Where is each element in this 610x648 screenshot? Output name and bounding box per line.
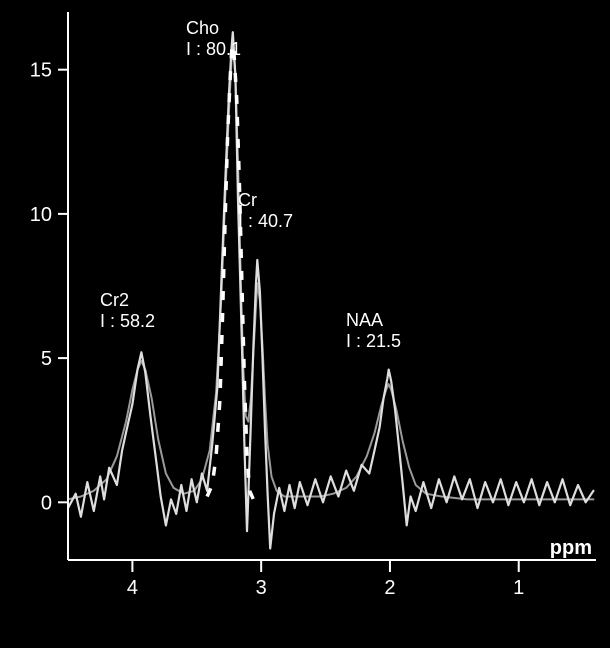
- y-tick-label: 15: [30, 60, 52, 82]
- y-tick-label: 5: [41, 348, 52, 370]
- x-axis-label: ppm: [550, 537, 592, 559]
- x-tick-label: 1: [513, 577, 524, 599]
- y-tick-label: 10: [30, 204, 52, 226]
- x-tick-label: 2: [384, 577, 395, 599]
- x-tick-label: 4: [127, 577, 138, 599]
- x-tick-label: 3: [256, 577, 267, 599]
- y-tick-label: 0: [41, 492, 52, 514]
- spectrum-chart: 0 5 10 15 4 3 2 1 ppm: [0, 0, 610, 648]
